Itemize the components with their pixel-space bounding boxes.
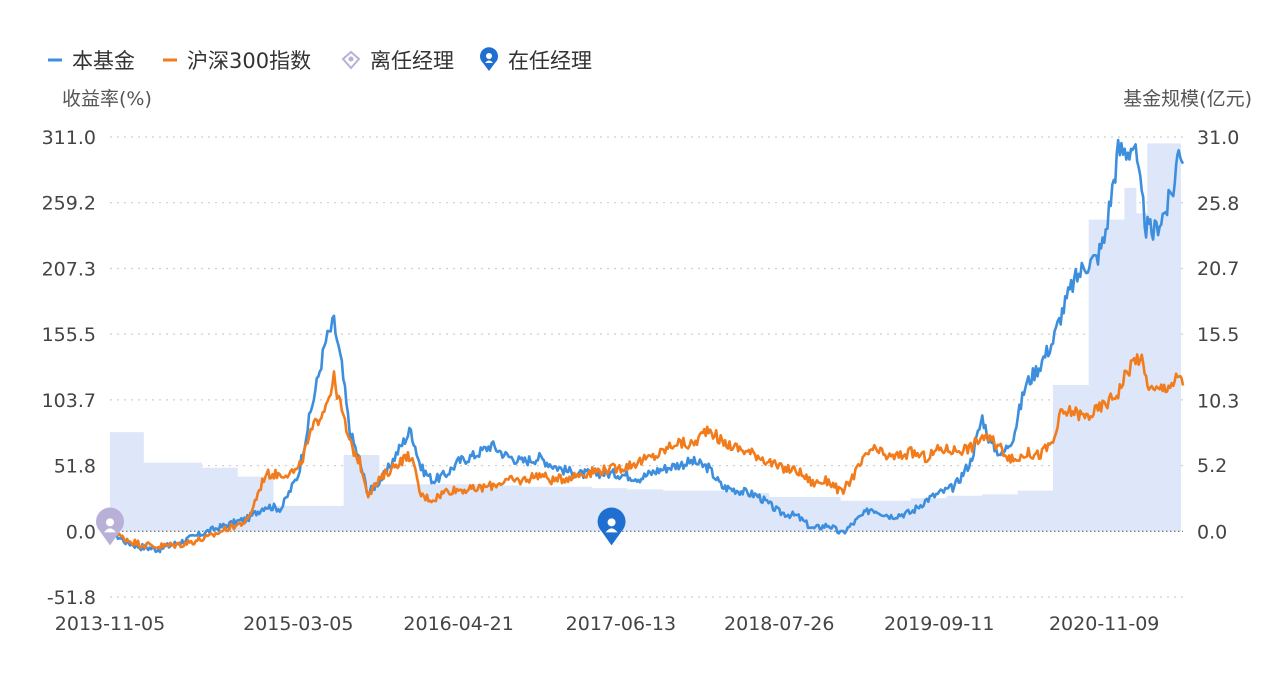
left-y-tick-label: 155.5: [42, 324, 96, 346]
x-tick-label: 2015-03-05: [243, 613, 353, 635]
fund-size-area: [110, 143, 1181, 532]
x-tick-label: 2016-04-21: [403, 613, 513, 635]
left-y-tick-label: 0.0: [66, 521, 96, 543]
x-tick-label: 2018-07-26: [724, 613, 834, 635]
right-y-tick-label: 0.0: [1197, 521, 1227, 543]
right-y-ticks: 31.0 25.8 20.7 15.5 10.3 5.2 0.0: [1197, 127, 1239, 543]
right-y-tick-label: 25.8: [1197, 193, 1239, 215]
right-y-tick-label: 31.0: [1197, 127, 1239, 149]
left-y-tick-label: 259.2: [42, 193, 96, 215]
x-ticks: 2013-11-05 2015-03-05 2016-04-21 2017-06-13…: [55, 613, 1160, 635]
left-y-tick-label: 103.7: [42, 390, 96, 412]
left-axis-title: 收益率(%): [62, 88, 152, 110]
right-y-tick-label: 15.5: [1197, 324, 1239, 346]
left-y-tick-label: 311.0: [42, 127, 96, 149]
current-manager-legend-icon: [480, 47, 498, 71]
legend-label-fund[interactable]: 本基金: [72, 49, 135, 73]
x-tick-label: 2019-09-11: [884, 613, 994, 635]
left-y-tick-label: -51.8: [47, 587, 96, 609]
manager-markers[interactable]: [96, 507, 626, 546]
legend-label-index[interactable]: 沪深300指数: [187, 49, 311, 73]
right-axis-title: 基金规模(亿元): [1123, 88, 1252, 110]
former-manager-legend-icon: [341, 50, 361, 70]
legend-label-current-manager[interactable]: 在任经理: [508, 49, 592, 73]
right-y-tick-label: 5.2: [1197, 455, 1227, 477]
left-y-tick-label: 207.3: [42, 258, 96, 280]
legend-label-former-manager[interactable]: 离任经理: [370, 49, 454, 73]
series-line-index: [108, 353, 1185, 550]
series-lines: [108, 138, 1185, 554]
left-y-tick-label: 51.8: [54, 456, 96, 478]
former-manager-marker[interactable]: [96, 507, 124, 546]
fund-size-area-group: [110, 143, 1181, 532]
chart-legend[interactable]: 本基金 沪深300指数 离任经理 在任经理: [48, 47, 592, 73]
left-y-ticks: 311.0 259.2 207.3 155.5 103.7 51.8 0.0 -51.8: [42, 127, 96, 609]
current-manager-marker[interactable]: [597, 507, 626, 546]
x-tick-label: 2017-06-13: [566, 613, 676, 635]
x-tick-label: 2013-11-05: [55, 613, 165, 635]
right-y-tick-label: 20.7: [1197, 258, 1239, 280]
x-tick-label: 2020-11-09: [1049, 613, 1159, 635]
right-y-tick-label: 10.3: [1197, 390, 1239, 412]
